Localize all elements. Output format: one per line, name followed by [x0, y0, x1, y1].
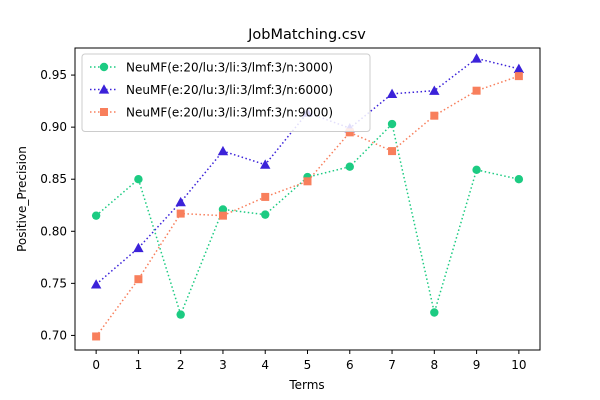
legend-box — [81, 53, 371, 132]
data-point — [514, 72, 523, 81]
x-tick-label: 1 — [135, 358, 143, 372]
data-point — [133, 242, 144, 253]
data-point — [429, 85, 440, 95]
y-tick-label: 0.85 — [40, 172, 67, 186]
data-point — [218, 205, 228, 214]
x-tick-label: 10 — [511, 358, 526, 372]
x-tick-label: 6 — [346, 358, 354, 372]
y-tick-label: 0.95 — [40, 68, 67, 82]
data-point — [217, 145, 229, 156]
plot-area — [90, 53, 525, 341]
data-point — [91, 211, 101, 220]
x-axis: 0 1 2 3 4 5 6 7 8 9 10 — [92, 350, 527, 372]
legend-label: NeuMF(e:20/lu:3/li:3/lmf:3/n:6000) — [126, 83, 333, 97]
data-point — [90, 279, 102, 289]
data-point — [514, 175, 524, 184]
x-tick-label: 7 — [388, 358, 396, 372]
data-point — [430, 111, 439, 120]
data-point — [471, 53, 482, 63]
series-3 — [92, 72, 523, 341]
y-tick-label: 0.80 — [40, 224, 67, 238]
legend-label: NeuMF(e:20/lu:3/li:3/lmf:3/n:3000) — [126, 61, 333, 75]
data-point — [92, 332, 101, 341]
legend-marker — [98, 84, 110, 94]
data-point — [513, 63, 525, 73]
x-tick-label: 3 — [219, 358, 227, 372]
data-point — [303, 177, 312, 186]
legend-label: NeuMF(e:20/lu:3/li:3/lmf:3/n:9000) — [126, 106, 333, 120]
data-point — [218, 211, 227, 220]
data-point — [261, 210, 270, 219]
data-point — [176, 209, 185, 218]
legend-marker — [100, 108, 108, 116]
data-point — [388, 147, 397, 156]
legend-entry: NeuMF(e:20/lu:3/li:3/lmf:3/n:6000) — [90, 83, 333, 97]
data-point — [430, 308, 439, 317]
chart-title: JobMatching.csv — [247, 27, 366, 43]
y-tick-label: 0.75 — [40, 276, 67, 290]
y-axis: 0.70 0.75 0.80 0.85 0.90 0.95 — [40, 68, 75, 342]
data-point — [261, 192, 270, 201]
series-1 — [91, 119, 524, 319]
x-axis-label: Terms — [288, 378, 324, 392]
y-axis-label: Positive_Precision — [15, 146, 29, 252]
data-point — [386, 88, 398, 98]
data-point — [175, 196, 186, 207]
legend-entry: NeuMF(e:20/lu:3/li:3/lmf:3/n:9000) — [90, 106, 333, 120]
data-point — [387, 119, 397, 129]
legend: NeuMF(e:20/lu:3/li:3/lmf:3/n:3000) NeuMF(… — [81, 53, 371, 132]
y-tick-label: 0.90 — [40, 120, 67, 134]
x-tick-label: 9 — [473, 358, 481, 372]
data-point — [472, 86, 481, 95]
x-tick-label: 5 — [304, 358, 312, 372]
series-line — [95, 75, 520, 337]
series-line — [95, 122, 520, 317]
data-point — [134, 275, 143, 284]
legend-marker — [99, 62, 109, 72]
legend-entry: NeuMF(e:20/lu:3/li:3/lmf:3/n:3000) — [90, 61, 333, 75]
x-tick-label: 8 — [430, 358, 438, 372]
data-point — [345, 162, 354, 171]
series-line — [95, 57, 520, 285]
data-point — [260, 159, 271, 169]
data-point — [176, 310, 185, 319]
data-point — [345, 128, 354, 137]
data-point — [472, 165, 481, 175]
data-point — [134, 175, 143, 184]
x-tick-label: 4 — [261, 358, 269, 372]
x-tick-label: 0 — [92, 358, 100, 372]
y-tick-label: 0.70 — [40, 328, 67, 342]
x-tick-label: 2 — [177, 358, 185, 372]
